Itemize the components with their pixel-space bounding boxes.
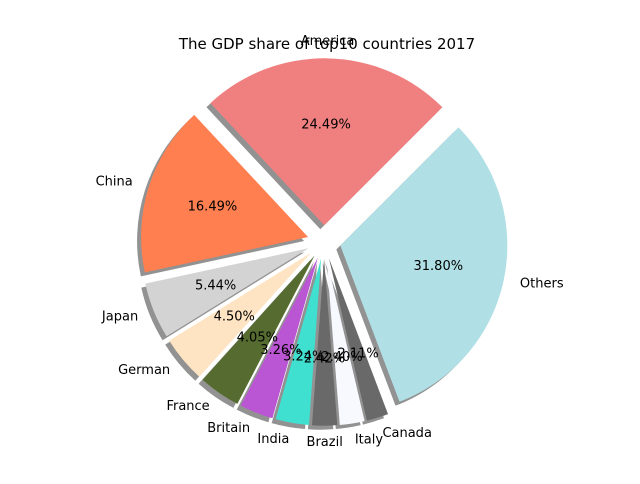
- slice-japan: [145, 248, 309, 337]
- slice-label-canada: Canada: [382, 426, 431, 441]
- chart-title: The GDP share of top10 countries 2017: [178, 35, 475, 53]
- slice-label-china: China: [96, 175, 133, 190]
- slice-pct-china: 16.49%: [188, 200, 238, 215]
- slice-pct-japan: 5.44%: [195, 278, 236, 293]
- slice-label-britain: Britain: [207, 421, 250, 436]
- slice-china: [141, 114, 309, 273]
- slice-pct-india: 3.24%: [283, 350, 324, 365]
- slice-pct-brazil: 2.42%: [304, 351, 345, 366]
- slice-pct-italy: 2.40%: [321, 350, 362, 365]
- slice-britain: [240, 257, 318, 419]
- slice-pct-america: 24.49%: [301, 118, 351, 133]
- slice-others: [340, 127, 508, 402]
- slice-france: [202, 255, 315, 404]
- slice-label-america: America: [301, 34, 355, 49]
- slice-pct-german: 4.50%: [214, 309, 255, 324]
- slice-label-france: France: [166, 399, 209, 414]
- slice-canada: [328, 257, 389, 421]
- slice-label-italy: Italy: [355, 433, 384, 448]
- slice-label-brazil: Brazil: [307, 435, 343, 450]
- slice-layer: [141, 58, 508, 426]
- slice-pct-france: 4.05%: [237, 331, 278, 346]
- slice-pct-others: 31.80%: [414, 259, 464, 274]
- slice-german: [169, 252, 312, 377]
- slice-label-others: Others: [520, 277, 564, 292]
- slice-italy: [326, 258, 365, 425]
- slice-label-japan: Japan: [101, 310, 138, 325]
- slice-india: [275, 258, 322, 426]
- label-layer: America 24.49% China 16.49% Japan 5.44% German…: [96, 34, 564, 450]
- slice-label-india: India: [257, 432, 289, 447]
- slice-pct-canada: 2.11%: [337, 346, 378, 361]
- slice-label-german: German: [118, 363, 170, 378]
- slice-brazil: [311, 258, 338, 426]
- slice-america: [210, 58, 443, 226]
- slice-pct-britain: 3.26%: [260, 343, 301, 358]
